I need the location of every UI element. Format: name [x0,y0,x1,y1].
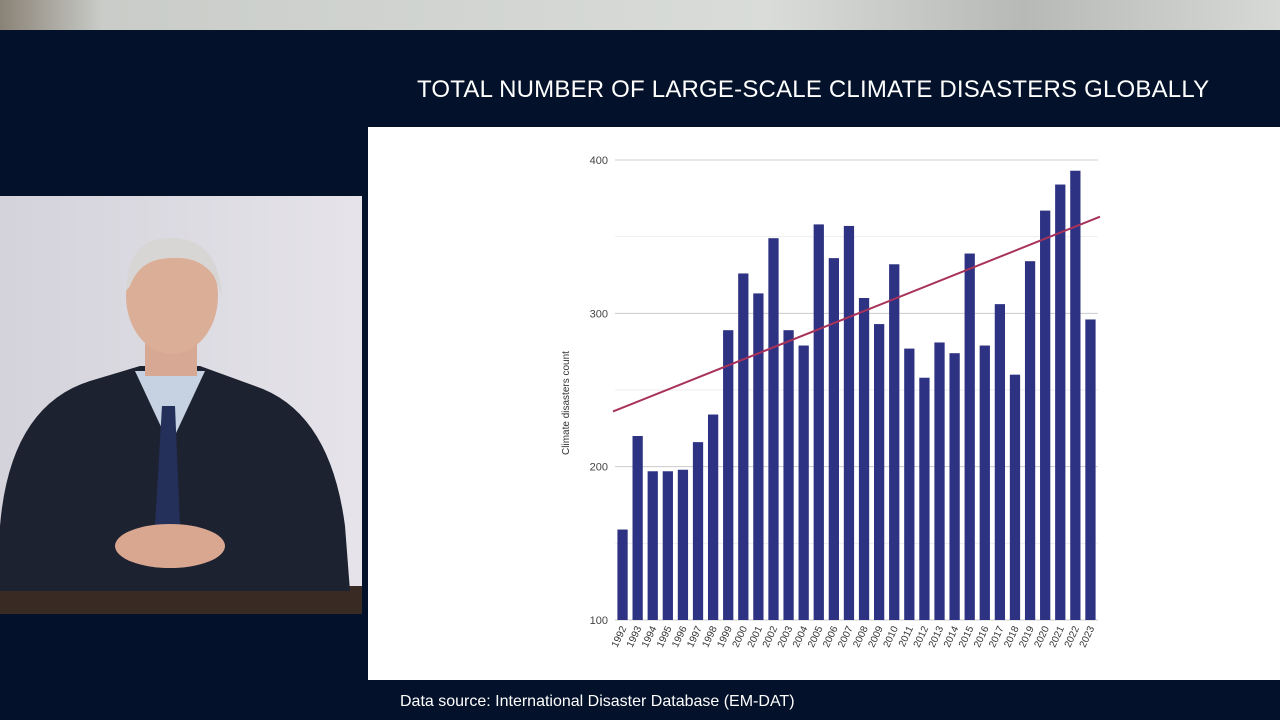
bar [617,529,628,620]
bar [1009,374,1021,620]
x-tick-label: 2023 [1078,624,1098,649]
bar [783,330,794,620]
bar [1085,319,1096,620]
y-tick-label: 100 [590,615,608,627]
bar [1055,184,1066,620]
bar [964,253,975,620]
y-tick-label: 300 [590,308,608,320]
y-tick-label: 200 [590,462,608,474]
bar [1040,210,1051,620]
bar [738,273,749,620]
bar [979,345,990,620]
speaker-video [0,196,362,614]
bar [768,238,779,620]
bar [919,377,930,620]
video-background [0,0,1280,30]
bar [677,469,689,620]
y-tick-label: 400 [590,155,608,167]
slide-title: TOTAL NUMBER OF LARGE-SCALE CLIMATE DISA… [417,76,1210,103]
bar [813,224,824,620]
bar [723,330,734,620]
bar [692,442,704,620]
bar [1024,261,1036,620]
bar [647,471,658,620]
data-source: Data source: International Disaster Data… [400,693,795,710]
bar [828,258,839,620]
chart-panel: 100 200 300 400 Climate disasters count 1992 1… [368,127,1280,680]
bar [662,471,673,620]
bar [707,414,719,620]
bar [994,304,1006,620]
bar [858,298,870,620]
y-axis-label: Climate disasters count [561,351,572,455]
bar [843,225,855,620]
bar [889,264,900,620]
bar [798,345,809,620]
bar [874,324,885,620]
bar [934,342,945,620]
bar [1070,170,1081,620]
bar [949,353,960,620]
bar [753,293,764,620]
bar [632,436,643,620]
trend-line [612,215,1101,413]
bar [904,348,915,620]
